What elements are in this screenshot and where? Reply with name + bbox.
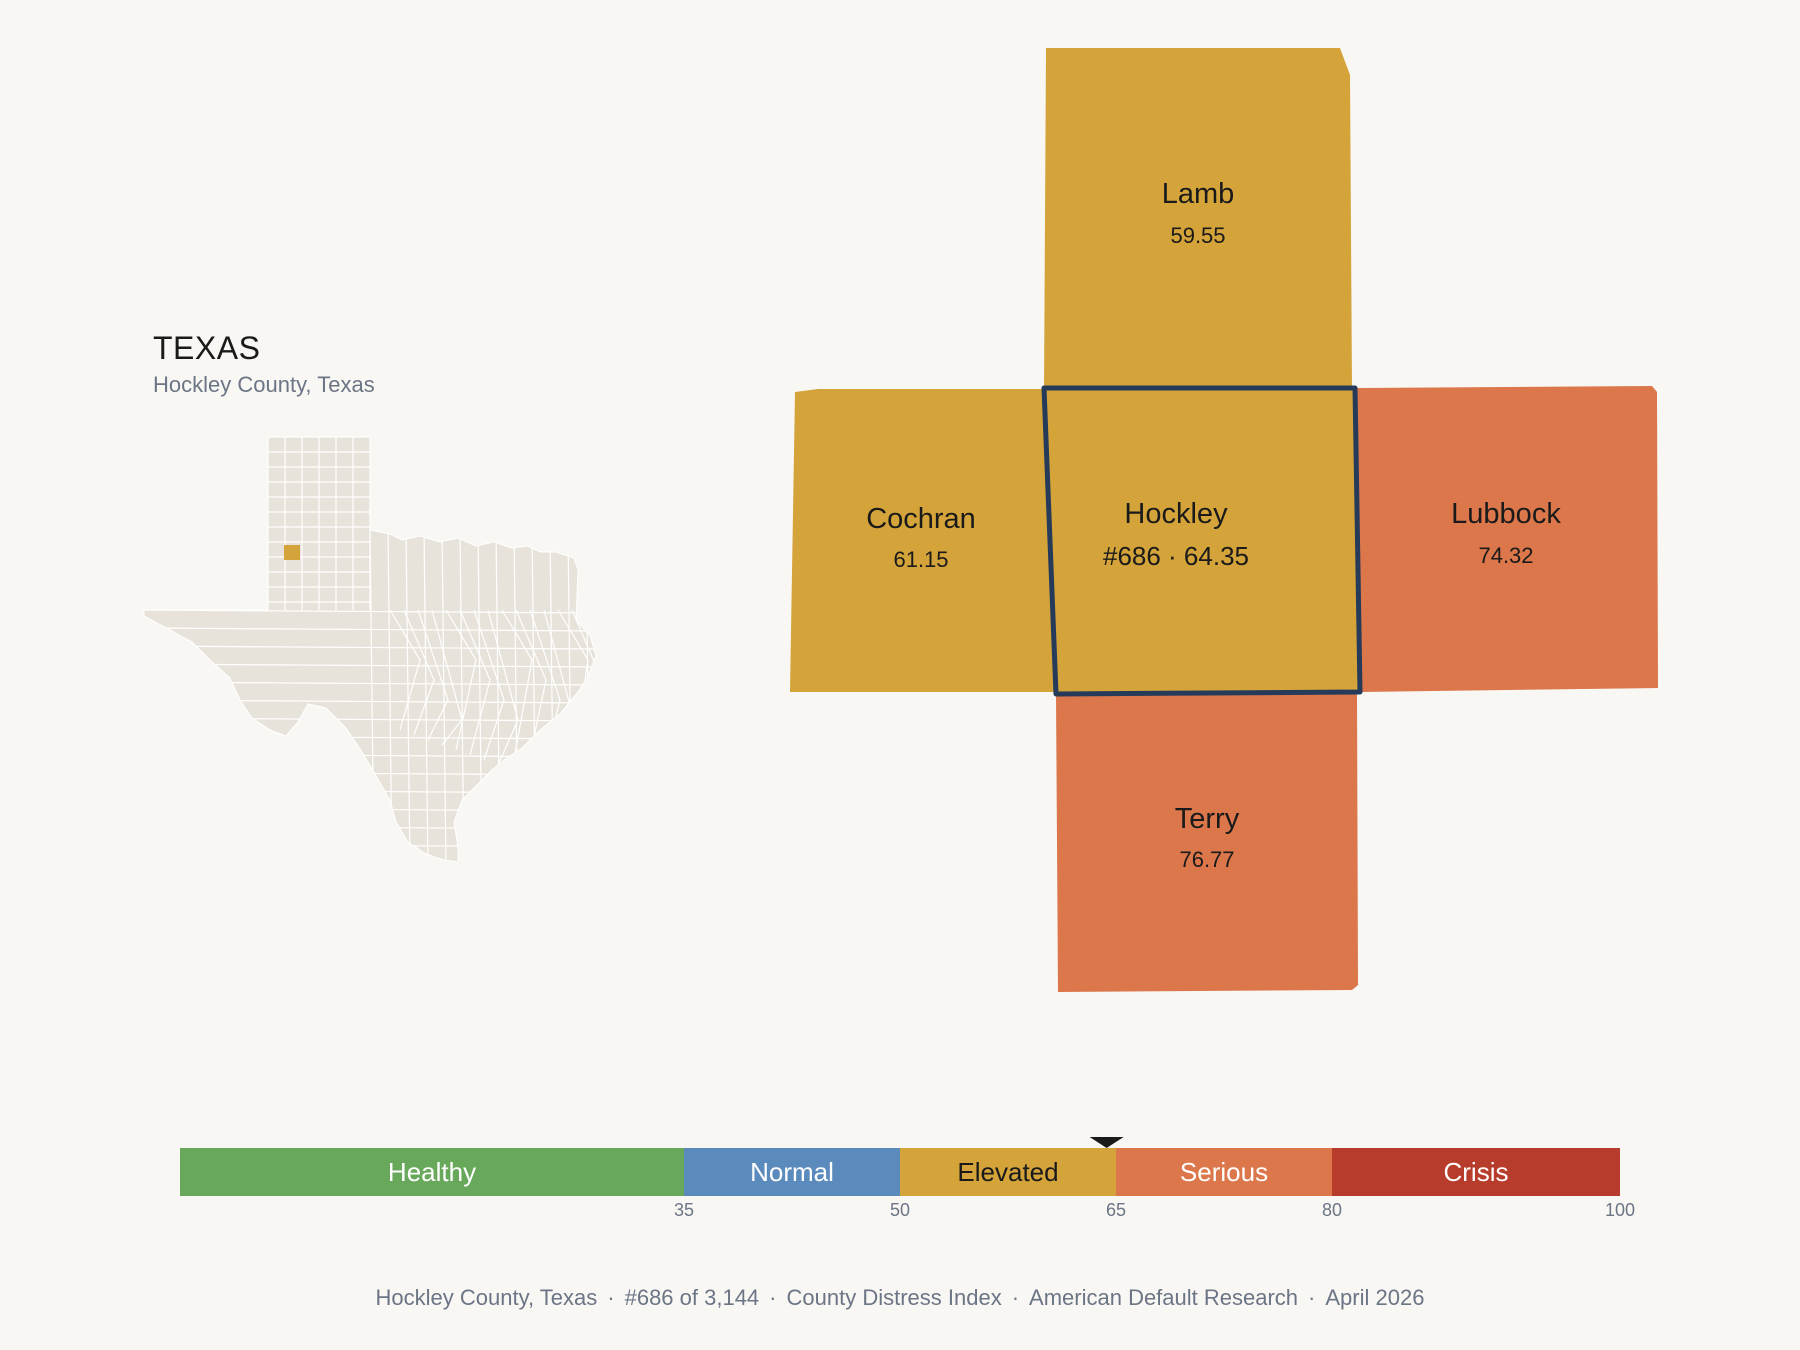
- scale-segment-label: Crisis: [1444, 1157, 1509, 1187]
- county-terry[interactable]: Terry 76.77: [1056, 694, 1358, 992]
- scale-segment-normal: [684, 1148, 900, 1196]
- county-value: 61.15: [893, 547, 948, 572]
- footer-date: April 2026: [1325, 1285, 1425, 1310]
- county-rank-value: #686 · 64.35: [1103, 541, 1249, 571]
- scale-segment-serious: [1116, 1148, 1332, 1196]
- scale-tick-label: 35: [674, 1200, 694, 1220]
- scale-tick-label: 50: [890, 1200, 910, 1220]
- footer-rank: #686 of 3,144: [624, 1285, 760, 1310]
- county-name: Lubbock: [1451, 498, 1561, 530]
- footer-county: Hockley County, Texas: [375, 1285, 598, 1310]
- footer-separator: ·: [607, 1285, 615, 1310]
- scale-segment-label: Normal: [750, 1157, 834, 1187]
- footer-separator: ·: [769, 1285, 777, 1310]
- scale-segment-label: Serious: [1180, 1157, 1268, 1187]
- state-title: TEXAS: [153, 330, 261, 366]
- county-name: Terry: [1175, 803, 1240, 835]
- scale-segment-label: Healthy: [388, 1157, 476, 1187]
- county-hockley[interactable]: Hockley #686 · 64.35: [1041, 385, 1363, 697]
- county-lamb[interactable]: Lamb 59.55: [1044, 48, 1352, 390]
- scale-segment-crisis: [1332, 1148, 1620, 1196]
- county-map: Lamb 59.55 Cochran 61.15 Lubbock 74.32 T…: [790, 48, 1658, 992]
- county-value: 74.32: [1478, 543, 1533, 568]
- state-subtitle: Hockley County, Texas: [153, 372, 375, 397]
- scale-segment-elevated: [900, 1148, 1116, 1196]
- footer-separator: ·: [1308, 1285, 1316, 1310]
- hockley-locator: [284, 545, 300, 560]
- scale-tick-label: 100: [1605, 1200, 1635, 1220]
- score-marker: [1089, 1137, 1124, 1148]
- county-name: Hockley: [1124, 498, 1228, 530]
- county-lubbock[interactable]: Lubbock 74.32: [1355, 386, 1658, 692]
- county-cochran[interactable]: Cochran 61.15: [790, 389, 1054, 692]
- scale-segment-healthy: [180, 1148, 684, 1196]
- texas-inset-map: [143, 436, 597, 863]
- scale-segment-label: Elevated: [957, 1157, 1058, 1187]
- footer-index: County Distress Index: [786, 1285, 1002, 1310]
- county-name: Cochran: [866, 503, 976, 535]
- county-name: Lamb: [1162, 178, 1235, 210]
- footer: Hockley County, Texas · #686 of 3,144 · Coun…: [0, 1285, 1800, 1311]
- footer-separator: ·: [1011, 1285, 1020, 1310]
- county-value: 59.55: [1170, 223, 1225, 248]
- scale-tick-label: 80: [1322, 1200, 1342, 1220]
- scale-tick-label: 65: [1106, 1200, 1126, 1220]
- county-value: 76.77: [1179, 847, 1234, 872]
- footer-source: American Default Research: [1029, 1285, 1299, 1310]
- texas-outline: [143, 436, 597, 863]
